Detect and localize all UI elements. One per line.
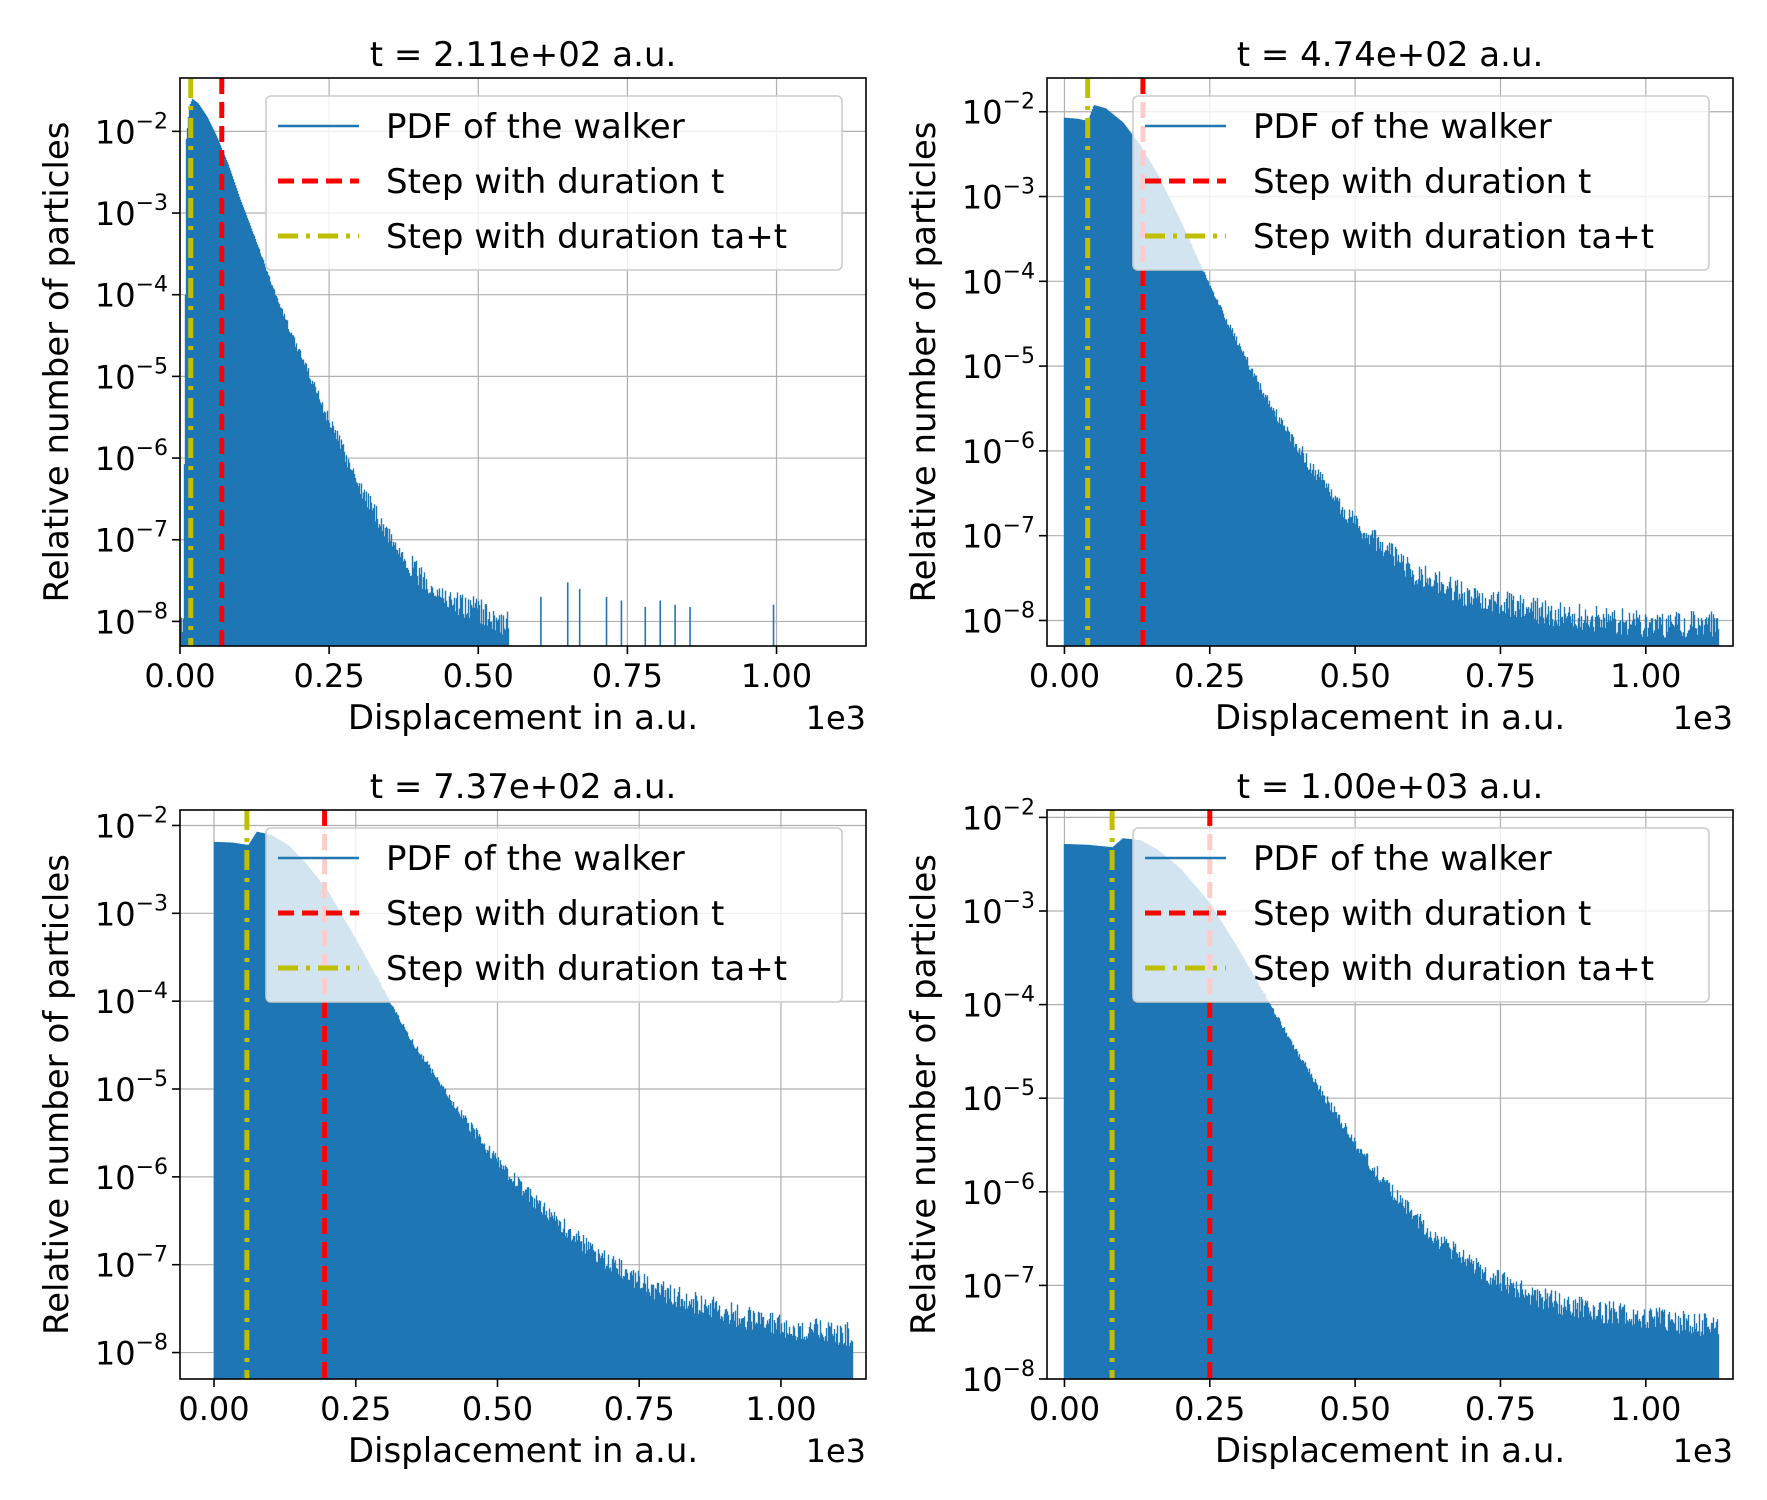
x-tick-label: 0.75 [604, 1390, 675, 1428]
y-tick-label: 10−6 [962, 1170, 1035, 1212]
y-tick-label: 10−4 [95, 273, 168, 315]
y-tick-label: 10−7 [95, 518, 168, 560]
panel-3: 0.00 0.25 0.50 0.75 1.00 10−2 10−3 10−4 10−5 10−6… [37, 767, 867, 1471]
x-tick-label: 0.00 [1029, 657, 1100, 695]
x-tick-label: 1.00 [1610, 1390, 1681, 1428]
legend-entry: Step with duration t [386, 162, 724, 202]
chart-title: t = 7.37e+02 a.u. [370, 767, 677, 807]
legend-entry: Step with duration ta+t [1253, 217, 1654, 257]
y-tick-label: 10−3 [962, 175, 1035, 217]
pdf-histogram [180, 98, 775, 646]
y-axis-label: Relative number of particles [37, 854, 77, 1335]
y-axis-label: Relative number of particles [904, 854, 944, 1335]
legend-box [265, 827, 843, 1003]
legend-entry: Step with duration ta+t [1253, 949, 1654, 989]
x-offset-label: 1e3 [806, 1432, 866, 1470]
legend-box [1132, 827, 1710, 1003]
y-tick-label: 10−2 [95, 803, 168, 845]
axes-frame [1046, 77, 1734, 647]
x-tick-label: 1.00 [741, 657, 812, 695]
y-tick-label: 10−7 [962, 1263, 1035, 1305]
chart-title: t = 1.00e+03 a.u. [1237, 767, 1544, 807]
y-tick-label: 10−6 [95, 436, 168, 478]
legend-entry: Step with duration ta+t [386, 949, 787, 989]
chart-title: t = 2.11e+02 a.u. [370, 35, 677, 75]
y-tick-label: 10−8 [962, 598, 1035, 640]
y-axis-label: Relative number of particles [37, 122, 77, 603]
y-tick-label: 10−2 [962, 795, 1035, 837]
x-tick-label: 0.00 [1029, 1390, 1100, 1428]
axes-frame [1046, 809, 1734, 1380]
x-axis-label: Displacement in a.u. [1215, 698, 1565, 738]
legend: PDF of the walker Step with duration t Ste… [265, 827, 843, 1003]
legend-entry: PDF of the walker [1253, 107, 1552, 147]
y-tick-label: 10−2 [962, 90, 1035, 132]
y-tick-label: 10−5 [962, 1076, 1035, 1118]
y-tick-label: 10−5 [962, 344, 1035, 386]
y-tick-label: 10−5 [95, 1067, 168, 1109]
y-axis-label: Relative number of particles [904, 122, 944, 603]
x-axis-label: Displacement in a.u. [348, 698, 698, 738]
legend-entry: PDF of the walker [1253, 839, 1552, 879]
legend: PDF of the walker Step with duration t Ste… [265, 95, 843, 271]
chart-title: t = 4.74e+02 a.u. [1237, 35, 1544, 75]
x-tick-label: 0.00 [178, 1390, 249, 1428]
x-tick-label: 0.75 [1465, 657, 1536, 695]
x-tick-label: 0.75 [1465, 1390, 1536, 1428]
y-tick-label: 10−8 [962, 1357, 1035, 1399]
y-tick-label: 10−7 [95, 1243, 168, 1285]
x-tick-label: 0.25 [294, 657, 365, 695]
x-tick-label: 0.75 [592, 657, 663, 695]
panel-2: 0.00 0.25 0.50 0.75 1.00 10−2 10−3 10−4 10−5 10−6… [904, 35, 1734, 738]
axes-frame [179, 77, 867, 647]
x-tick-label: 0.25 [1174, 657, 1245, 695]
y-tick-label: 10−3 [95, 891, 168, 933]
x-tick-label: 0.50 [1319, 1390, 1390, 1428]
y-tick-label: 10−4 [95, 979, 168, 1021]
legend-entry: Step with duration t [1253, 162, 1591, 202]
axes-frame [179, 809, 867, 1380]
y-tick-label: 10−4 [962, 983, 1035, 1025]
y-tick-label: 10−3 [95, 191, 168, 233]
legend: PDF of the walker Step with duration t Ste… [1132, 827, 1710, 1003]
y-tick-label: 10−3 [962, 889, 1035, 931]
x-axis-label: Displacement in a.u. [348, 1431, 698, 1471]
y-tick-label: 10−7 [962, 514, 1035, 556]
y-tick-label: 10−4 [962, 259, 1035, 301]
panel-4: 0.00 0.25 0.50 0.75 1.00 10−2 10−3 10−4 10−5 10−6… [904, 767, 1734, 1471]
legend-entry: PDF of the walker [386, 839, 685, 879]
x-offset-label: 1e3 [1673, 1432, 1733, 1470]
y-tick-label: 10−8 [95, 599, 168, 641]
y-tick-label: 10−5 [95, 354, 168, 396]
x-tick-label: 0.25 [320, 1390, 391, 1428]
x-offset-label: 1e3 [806, 699, 866, 737]
x-axis-label: Displacement in a.u. [1215, 1431, 1565, 1471]
panel-1: 0.00 0.25 0.50 0.75 1.00 10−2 10−3 10−4 10−5 10−6… [37, 35, 867, 738]
x-tick-label: 0.25 [1174, 1390, 1245, 1428]
legend-entry: Step with duration t [1253, 894, 1591, 934]
y-tick-label: 10−2 [95, 109, 168, 151]
x-tick-label: 1.00 [745, 1390, 816, 1428]
legend-entry: Step with duration t [386, 894, 724, 934]
y-tick-label: 10−6 [962, 429, 1035, 471]
x-tick-label: 1.00 [1610, 657, 1681, 695]
legend-entry: PDF of the walker [386, 107, 685, 147]
y-tick-label: 10−6 [95, 1155, 168, 1197]
x-tick-label: 0.50 [462, 1390, 533, 1428]
y-tick-label: 10−8 [95, 1331, 168, 1373]
legend-entry: Step with duration ta+t [386, 217, 787, 257]
x-tick-label: 0.50 [1319, 657, 1390, 695]
x-tick-label: 0.50 [443, 657, 514, 695]
x-offset-label: 1e3 [1673, 699, 1733, 737]
legend-box [265, 95, 843, 271]
x-tick-label: 0.00 [144, 657, 215, 695]
legend-box [1132, 95, 1710, 271]
legend: PDF of the walker Step with duration t Ste… [1132, 95, 1710, 271]
